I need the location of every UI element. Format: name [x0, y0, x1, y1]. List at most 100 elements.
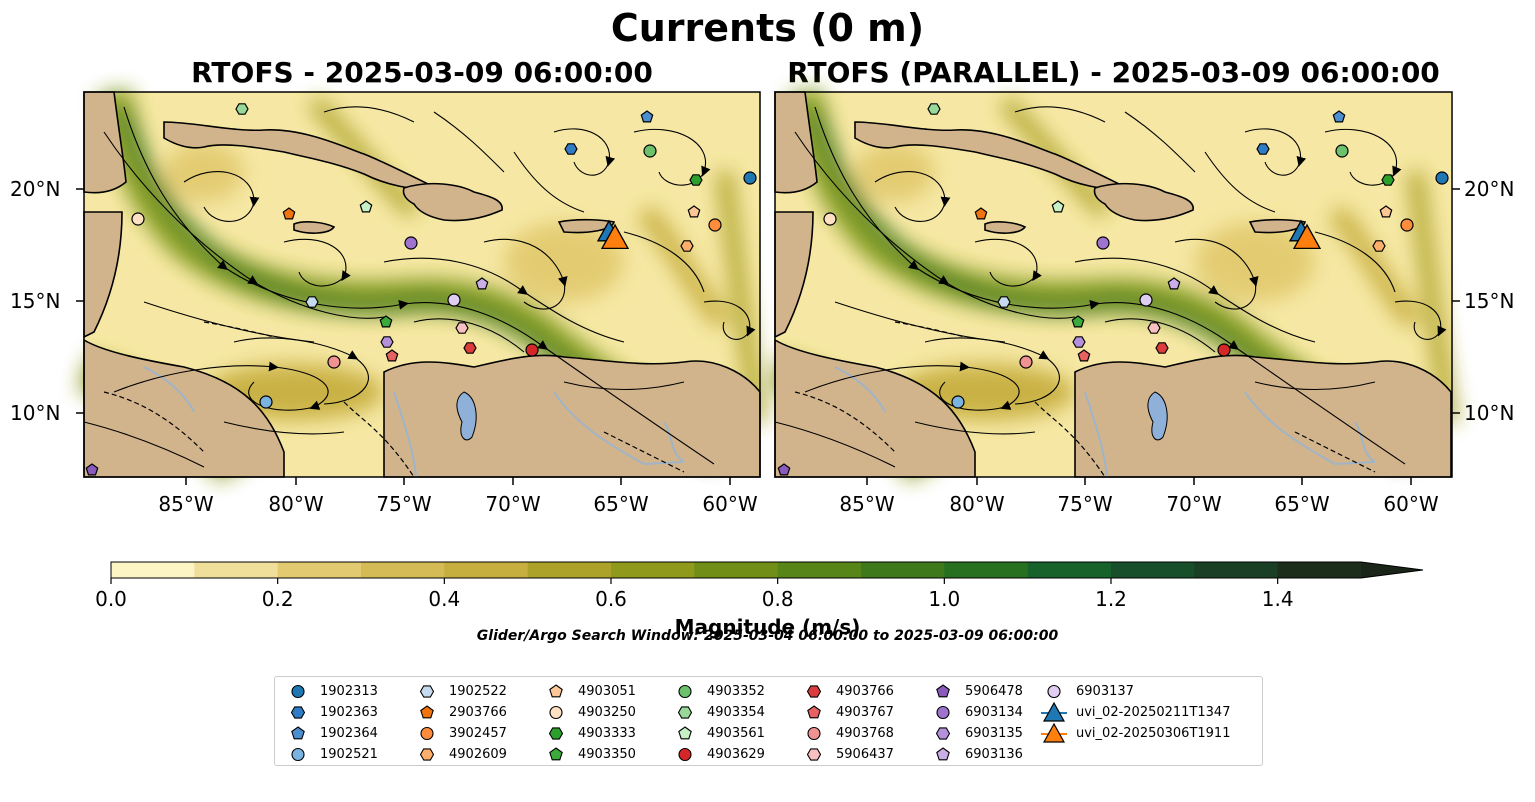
lon-label-right: 75°W — [1057, 492, 1113, 516]
colorbar-tick-label: 0.0 — [95, 587, 127, 611]
float-marker-1902522 — [997, 296, 1011, 308]
glider-marker-uvi_02-20250306T1911 — [1292, 223, 1322, 250]
float-marker-5906437 — [455, 322, 469, 334]
legend-column: 4903352 4903354 4903561 4903629 — [672, 681, 765, 765]
legend-item: 4903352 — [672, 681, 765, 702]
colorbar-bin — [944, 562, 1029, 578]
colorbar-bin — [777, 562, 862, 578]
legend-item: 5906437 — [801, 744, 894, 765]
legend-label: 4903561 — [707, 726, 765, 741]
lon-label-left: 75°W — [376, 492, 432, 516]
triangle-line-icon — [1041, 702, 1067, 722]
triangle-line-icon — [1041, 723, 1067, 743]
colorbar-tick-label: 0.4 — [428, 587, 461, 611]
legend-label: 4903250 — [578, 705, 636, 720]
legend-label: 1902522 — [449, 684, 507, 699]
colorbar-tick-label: 0.6 — [595, 587, 627, 611]
colorbar-bin — [1277, 562, 1362, 578]
float-marker-6903137 — [1139, 293, 1153, 307]
float-marker-4902609 — [1372, 240, 1386, 252]
legend: 1902313 1902363 1902364 1902521 1902522 29037… — [274, 676, 1263, 766]
legend-label: 4903354 — [707, 705, 765, 720]
float-marker-1902364 — [1332, 110, 1346, 123]
legend-item: 1902363 — [285, 702, 378, 723]
legend-item: 3902457 — [414, 723, 507, 744]
legend-column: 4903051 4903250 4903333 4903350 — [543, 681, 636, 765]
lat-label: 10°N — [1464, 401, 1515, 425]
lon-label-left: 65°W — [593, 492, 649, 516]
colorbar-bin — [111, 562, 195, 578]
pentagon-icon — [807, 705, 821, 719]
float-marker-4903766 — [463, 342, 477, 354]
float-marker-4903354 — [235, 103, 249, 115]
pentagon-icon — [420, 705, 434, 719]
lon-label-right: 65°W — [1274, 492, 1330, 516]
legend-item: uvi_02-20250306T1911 — [1041, 723, 1230, 744]
legend-item: 1902313 — [285, 681, 378, 702]
panel-right-title: RTOFS (PARALLEL) - 2025-03-09 06:00:00 — [787, 56, 1440, 89]
legend-label: 1902313 — [320, 684, 378, 699]
float-marker-4903352 — [643, 144, 657, 158]
legend-label: 5906478 — [965, 684, 1023, 699]
hexagon-icon — [806, 685, 822, 698]
circle-icon — [678, 747, 692, 762]
legend-item: 4903350 — [543, 744, 636, 765]
colorbar-extend-arrow — [1361, 562, 1423, 578]
legend-item: 4903250 — [543, 702, 636, 723]
pentagon-icon — [549, 747, 563, 761]
float-marker-4903629 — [525, 343, 539, 357]
legend-label: 4903051 — [578, 684, 636, 699]
float-marker-5906478 — [777, 463, 791, 476]
float-marker-1902363 — [564, 143, 578, 155]
lon-label-left: 80°W — [268, 492, 324, 516]
float-marker-6903134 — [404, 236, 418, 250]
float-marker-4903768 — [327, 355, 341, 369]
legend-label: 1902521 — [320, 747, 378, 762]
float-marker-4903333 — [1381, 174, 1395, 186]
lon-label-right: 70°W — [1166, 492, 1222, 516]
float-marker-6903137 — [447, 293, 461, 307]
legend-item: 4903768 — [801, 723, 894, 744]
float-marker-3902457 — [708, 218, 722, 232]
hexagon-icon — [419, 748, 435, 761]
hexagon-icon — [935, 727, 951, 740]
colorbar-bin — [1111, 562, 1195, 578]
float-marker-2903766 — [282, 207, 296, 220]
legend-label: 5906437 — [836, 747, 894, 762]
lat-label: 10°N — [10, 401, 61, 425]
float-marker-4902609 — [680, 240, 694, 252]
float-marker-4903352 — [1335, 144, 1349, 158]
legend-label: uvi_02-20250306T1911 — [1076, 726, 1231, 741]
legend-item: 6903135 — [930, 723, 1023, 744]
lat-label: 20°N — [10, 177, 61, 201]
lon-label-left: 60°W — [702, 492, 758, 516]
panel-left-title: RTOFS - 2025-03-09 06:00:00 — [191, 56, 653, 89]
colorbar-bin — [444, 562, 529, 578]
lon-label-left: 85°W — [158, 492, 214, 516]
float-marker-6903135 — [1072, 336, 1086, 348]
float-marker-6903134 — [1096, 236, 1110, 250]
legend-item: 4903051 — [543, 681, 636, 702]
map-panel-left — [84, 92, 760, 477]
pentagon-icon — [549, 684, 563, 698]
hexagon-icon — [806, 748, 822, 761]
lon-label-right: 85°W — [839, 492, 895, 516]
float-marker-4903051 — [1379, 205, 1393, 218]
legend-column: 6903137 uvi_02-20250211T1347 uvi_02-202503… — [1041, 681, 1230, 744]
lat-label: 20°N — [1464, 177, 1515, 201]
pentagon-icon — [291, 726, 305, 740]
hexagon-icon — [290, 706, 306, 719]
legend-item: 6903136 — [930, 744, 1023, 765]
float-marker-3902457 — [1400, 218, 1414, 232]
hexagon-icon — [419, 685, 435, 698]
float-marker-4903051 — [687, 205, 701, 218]
legend-label: 4903766 — [836, 684, 894, 699]
circle-icon — [549, 705, 563, 720]
legend-label: uvi_02-20250211T1347 — [1076, 705, 1231, 720]
float-marker-1902363 — [1256, 143, 1270, 155]
legend-item: 4903561 — [672, 723, 765, 744]
legend-label: 4903350 — [578, 747, 636, 762]
search-window-note: Glider/Argo Search Window: 2025-03-04 06… — [476, 628, 1059, 644]
float-marker-5906478 — [85, 463, 99, 476]
legend-item: 4903767 — [801, 702, 894, 723]
